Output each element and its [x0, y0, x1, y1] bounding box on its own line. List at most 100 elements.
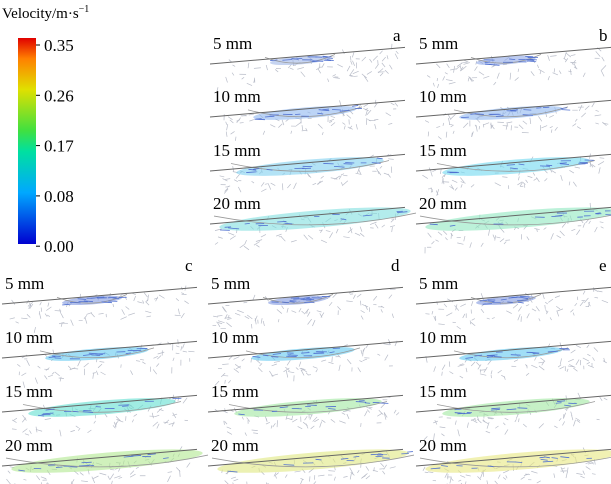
velocity-vector — [335, 228, 339, 234]
velocity-vector — [99, 472, 107, 476]
velocity-vector — [523, 109, 532, 111]
velocity-vector — [388, 123, 393, 125]
velocity-vector — [224, 187, 229, 192]
velocity-vector — [279, 406, 288, 409]
velocity-vector — [601, 56, 605, 62]
velocity-vector — [465, 367, 468, 373]
velocity-vector — [450, 184, 455, 190]
velocity-vector — [489, 64, 500, 66]
melt-pool-boundary — [262, 293, 334, 304]
velocity-vector — [223, 420, 225, 425]
velocity-vector — [47, 302, 50, 307]
velocity-vector — [47, 482, 49, 484]
velocity-vector — [474, 354, 483, 357]
velocity-vector — [540, 458, 548, 461]
velocity-vector — [307, 234, 314, 240]
velocity-vector — [459, 66, 464, 72]
velocity-vector — [380, 462, 385, 468]
melt-pool-flow — [442, 398, 590, 417]
velocity-vector — [510, 167, 518, 170]
velocity-vector — [433, 433, 435, 441]
melt-pool-flow — [442, 157, 590, 176]
velocity-vector — [293, 58, 303, 60]
velocity-vector — [487, 417, 494, 419]
velocity-vector — [538, 318, 541, 322]
velocity-vector — [297, 67, 305, 70]
velocity-vector — [582, 470, 585, 475]
velocity-vector — [445, 131, 448, 138]
velocity-vector — [450, 232, 454, 237]
velocity-vector — [551, 170, 557, 174]
velocity-vector — [21, 317, 28, 320]
velocity-vector — [560, 174, 563, 181]
velocity-vector — [441, 433, 445, 437]
velocity-vector — [349, 473, 352, 480]
velocity-vector — [358, 169, 362, 175]
velocity-vector — [382, 470, 386, 475]
velocity-vector — [304, 416, 308, 421]
velocity-vector — [454, 305, 460, 311]
velocity-vector — [442, 122, 445, 126]
velocity-vector — [573, 62, 577, 69]
velocity-vector — [316, 310, 322, 313]
velocity-vector — [587, 364, 594, 368]
velocity-vector — [523, 473, 529, 476]
velocity-vector — [441, 174, 445, 178]
velocity-vector — [477, 418, 482, 424]
panel-label: b — [599, 26, 608, 45]
velocity-vector — [232, 64, 236, 67]
velocity-vector — [113, 421, 117, 428]
velocity-vector — [603, 397, 608, 401]
velocity-vector — [437, 83, 440, 88]
melt-pool-flow — [425, 449, 611, 473]
melt-pool-flow — [270, 55, 330, 66]
velocity-vector — [431, 310, 434, 315]
velocity-vector — [59, 308, 62, 314]
velocity-vector — [522, 120, 528, 125]
velocity-vector — [293, 182, 297, 190]
velocity-vector — [424, 120, 430, 123]
velocity-vector — [570, 349, 576, 354]
velocity-vector — [330, 122, 336, 127]
velocity-vector — [77, 359, 81, 367]
velocity-vector — [315, 458, 322, 461]
velocity-vector — [531, 364, 538, 369]
velocity-vector — [28, 304, 32, 309]
velocity-vector — [302, 421, 308, 427]
velocity-vector — [594, 114, 602, 117]
velocity-vector — [252, 294, 256, 301]
velocity-vector — [248, 113, 254, 116]
velocity-vector — [556, 310, 560, 317]
velocity-vector — [446, 312, 453, 317]
velocity-vector — [597, 290, 603, 293]
velocity-vector — [153, 356, 159, 359]
velocity-vector — [6, 478, 11, 484]
velocity-vector — [450, 477, 454, 481]
velocity-vector — [454, 420, 457, 425]
velocity-vector — [100, 371, 106, 376]
velocity-vector — [559, 162, 567, 164]
velocity-vector — [526, 313, 530, 319]
melt-pool-flow — [253, 105, 357, 120]
velocity-vector — [321, 63, 325, 68]
velocity-vector — [114, 475, 121, 479]
velocity-vector — [385, 112, 392, 117]
velocity-vector — [436, 126, 441, 128]
velocity-vector — [444, 472, 448, 478]
velocity-vector — [558, 70, 562, 75]
depth-label: 15 mm — [419, 141, 467, 160]
velocity-vector — [7, 470, 11, 474]
velocity-vector — [386, 55, 389, 60]
velocity-vector — [441, 371, 443, 376]
velocity-vector — [233, 368, 239, 373]
velocity-vector — [295, 121, 302, 127]
velocity-vector — [509, 58, 516, 61]
velocity-vector — [441, 178, 444, 184]
velocity-vector — [145, 301, 150, 306]
surface-line — [415, 99, 611, 118]
velocity-vector — [120, 316, 127, 320]
velocity-vector — [230, 131, 235, 135]
velocity-vector — [253, 432, 258, 434]
velocity-vector — [42, 412, 54, 415]
velocity-vector — [565, 471, 568, 479]
